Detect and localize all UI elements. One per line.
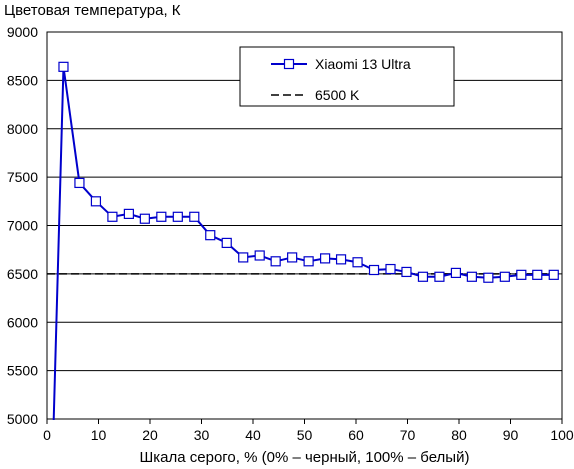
- y-tick-label: 7500: [7, 169, 38, 185]
- x-tick-label: 0: [43, 427, 51, 443]
- legend: Xiaomi 13 Ultra 6500 K: [239, 46, 455, 107]
- y-tick-label: 6500: [7, 266, 38, 282]
- data-point-xiaomi: [320, 253, 331, 264]
- y-tick-label: 5000: [7, 411, 38, 427]
- data-point-xiaomi: [434, 271, 445, 282]
- x-tick-label: 70: [400, 427, 416, 443]
- y-tick-label: 9000: [7, 24, 38, 40]
- data-point-xiaomi: [221, 237, 232, 249]
- data-point-xiaomi: [123, 208, 134, 219]
- y-tick-label: 6000: [7, 314, 38, 330]
- data-point-xiaomi: [335, 254, 347, 265]
- data-point-xiaomi: [450, 267, 462, 279]
- series-line-xiaomi: [52, 65, 554, 420]
- data-point-xiaomi: [368, 264, 380, 276]
- data-point-xiaomi: [205, 230, 216, 241]
- legend-label-6500k: 6500 K: [315, 87, 360, 103]
- series-layer: [47, 61, 562, 420]
- y-tick-label: 8500: [7, 72, 38, 88]
- x-tick-label: 10: [91, 427, 107, 443]
- data-point-xiaomi: [548, 269, 559, 280]
- chart-title: Цветовая температура, К: [4, 2, 181, 19]
- legend-label-xiaomi: Xiaomi 13 Ultra: [315, 56, 411, 72]
- data-point-xiaomi: [401, 266, 412, 278]
- data-point-xiaomi: [238, 252, 249, 263]
- x-tick-label: 100: [550, 427, 574, 443]
- data-point-xiaomi: [172, 211, 183, 222]
- axis-layer: 5000 5500 6000 6500 7000 7500 8000 8500 9000 0 10 2…: [7, 24, 574, 443]
- legend-swatch-xiaomi-marker: [283, 58, 295, 70]
- x-tick-label: 60: [348, 427, 364, 443]
- data-point-xiaomi: [499, 271, 510, 282]
- data-point-xiaomi: [352, 257, 363, 268]
- data-point-xiaomi: [270, 256, 281, 267]
- data-point-xiaomi: [74, 177, 85, 189]
- x-tick-label: 40: [245, 427, 261, 443]
- data-point-xiaomi: [156, 211, 167, 222]
- y-tick-label: 7000: [7, 218, 38, 234]
- data-point-xiaomi: [139, 213, 150, 224]
- data-point-xiaomi: [189, 211, 200, 222]
- data-point-xiaomi: [287, 252, 298, 263]
- data-point-xiaomi: [58, 61, 69, 72]
- x-axis-label: Шкала серого, % (0% – черный, 100% – бел…: [139, 449, 470, 466]
- data-point-xiaomi: [516, 269, 527, 280]
- y-tick-label: 5500: [7, 363, 38, 379]
- data-point-xiaomi: [466, 271, 477, 282]
- data-point-xiaomi: [254, 250, 265, 261]
- data-point-xiaomi: [532, 269, 543, 280]
- x-tick-label: 90: [503, 427, 519, 443]
- x-tick-label: 50: [297, 427, 313, 443]
- data-point-xiaomi: [385, 263, 396, 275]
- data-point-xiaomi: [90, 196, 102, 207]
- x-tick-label: 80: [451, 427, 467, 443]
- x-tick-label: 20: [142, 427, 158, 443]
- legend-box: [239, 46, 455, 107]
- data-point-xiaomi: [483, 272, 494, 283]
- data-point-xiaomi: [417, 271, 429, 282]
- x-tick-label: 30: [194, 427, 210, 443]
- data-point-xiaomi: [107, 211, 118, 222]
- data-point-xiaomi: [303, 256, 314, 267]
- y-tick-label: 8000: [7, 121, 38, 137]
